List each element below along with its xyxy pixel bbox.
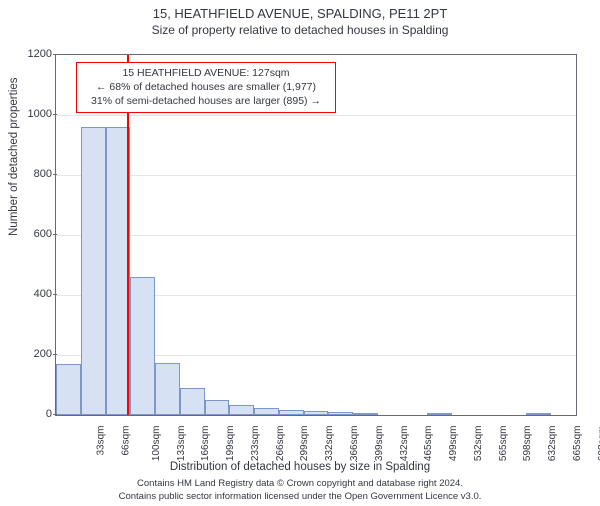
x-tick-label: 332sqm bbox=[324, 426, 335, 462]
x-tick-label: 499sqm bbox=[448, 426, 459, 462]
x-axis-label: Distribution of detached houses by size … bbox=[0, 461, 600, 473]
x-tick-label: 33sqm bbox=[96, 426, 107, 456]
annotation-box: 15 HEATHFIELD AVENUE: 127sqm← 68% of det… bbox=[76, 62, 336, 113]
x-tick-label: 399sqm bbox=[374, 426, 385, 462]
histogram-bar bbox=[526, 413, 551, 415]
histogram-bar bbox=[328, 412, 353, 415]
annotation-line: 31% of semi-detached houses are larger (… bbox=[83, 94, 329, 108]
x-tick-label: 632sqm bbox=[547, 426, 558, 462]
histogram-bar bbox=[304, 411, 329, 415]
y-tick-label: 200 bbox=[34, 348, 52, 360]
y-tick-label: 1000 bbox=[28, 108, 52, 120]
chart-title: 15, HEATHFIELD AVENUE, SPALDING, PE11 2P… bbox=[0, 6, 600, 21]
x-tick-label: 133sqm bbox=[176, 426, 187, 462]
histogram-bar bbox=[353, 413, 378, 415]
x-tick-label: 233sqm bbox=[250, 426, 261, 462]
annotation-line: 15 HEATHFIELD AVENUE: 127sqm bbox=[83, 66, 329, 80]
grid-line bbox=[56, 175, 576, 176]
histogram-bar bbox=[279, 410, 304, 415]
x-tick-label: 665sqm bbox=[572, 426, 583, 462]
histogram-bar bbox=[56, 364, 81, 415]
plot-area: 15 HEATHFIELD AVENUE: 127sqm← 68% of det… bbox=[55, 54, 577, 416]
grid-line bbox=[56, 235, 576, 236]
x-tick-label: 432sqm bbox=[399, 426, 410, 462]
x-tick-label: 598sqm bbox=[522, 426, 533, 462]
footer-line1: Contains HM Land Registry data © Crown c… bbox=[0, 478, 600, 490]
footer-line2: Contains public sector information licen… bbox=[0, 491, 600, 503]
histogram-bar bbox=[180, 388, 205, 415]
histogram-bar bbox=[130, 277, 155, 415]
y-tick-label: 600 bbox=[34, 228, 52, 240]
histogram-bar bbox=[155, 363, 180, 416]
histogram-bar bbox=[254, 408, 279, 416]
grid-line bbox=[56, 115, 576, 116]
x-tick-label: 100sqm bbox=[151, 426, 162, 462]
y-tick-label: 0 bbox=[46, 408, 52, 420]
x-tick-label: 565sqm bbox=[498, 426, 509, 462]
x-tick-label: 366sqm bbox=[349, 426, 360, 462]
y-tick-label: 1200 bbox=[28, 48, 52, 60]
footer-attribution: Contains HM Land Registry data © Crown c… bbox=[0, 478, 600, 503]
x-tick-label: 465sqm bbox=[423, 426, 434, 462]
histogram-bar bbox=[205, 400, 230, 415]
x-tick-label: 199sqm bbox=[225, 426, 236, 462]
chart-subtitle: Size of property relative to detached ho… bbox=[0, 23, 600, 37]
histogram-bar bbox=[427, 413, 452, 415]
y-tick-label: 400 bbox=[34, 288, 52, 300]
x-tick-label: 166sqm bbox=[201, 426, 212, 462]
histogram-bar bbox=[81, 127, 106, 415]
histogram-bar bbox=[229, 405, 254, 416]
x-tick-label: 266sqm bbox=[275, 426, 286, 462]
x-tick-label: 66sqm bbox=[121, 426, 132, 456]
annotation-line: ← 68% of detached houses are smaller (1,… bbox=[83, 80, 329, 94]
y-axis-label: Number of detached properties bbox=[8, 77, 20, 236]
y-tick-label: 800 bbox=[34, 168, 52, 180]
x-tick-label: 299sqm bbox=[300, 426, 311, 462]
x-tick-label: 532sqm bbox=[473, 426, 484, 462]
